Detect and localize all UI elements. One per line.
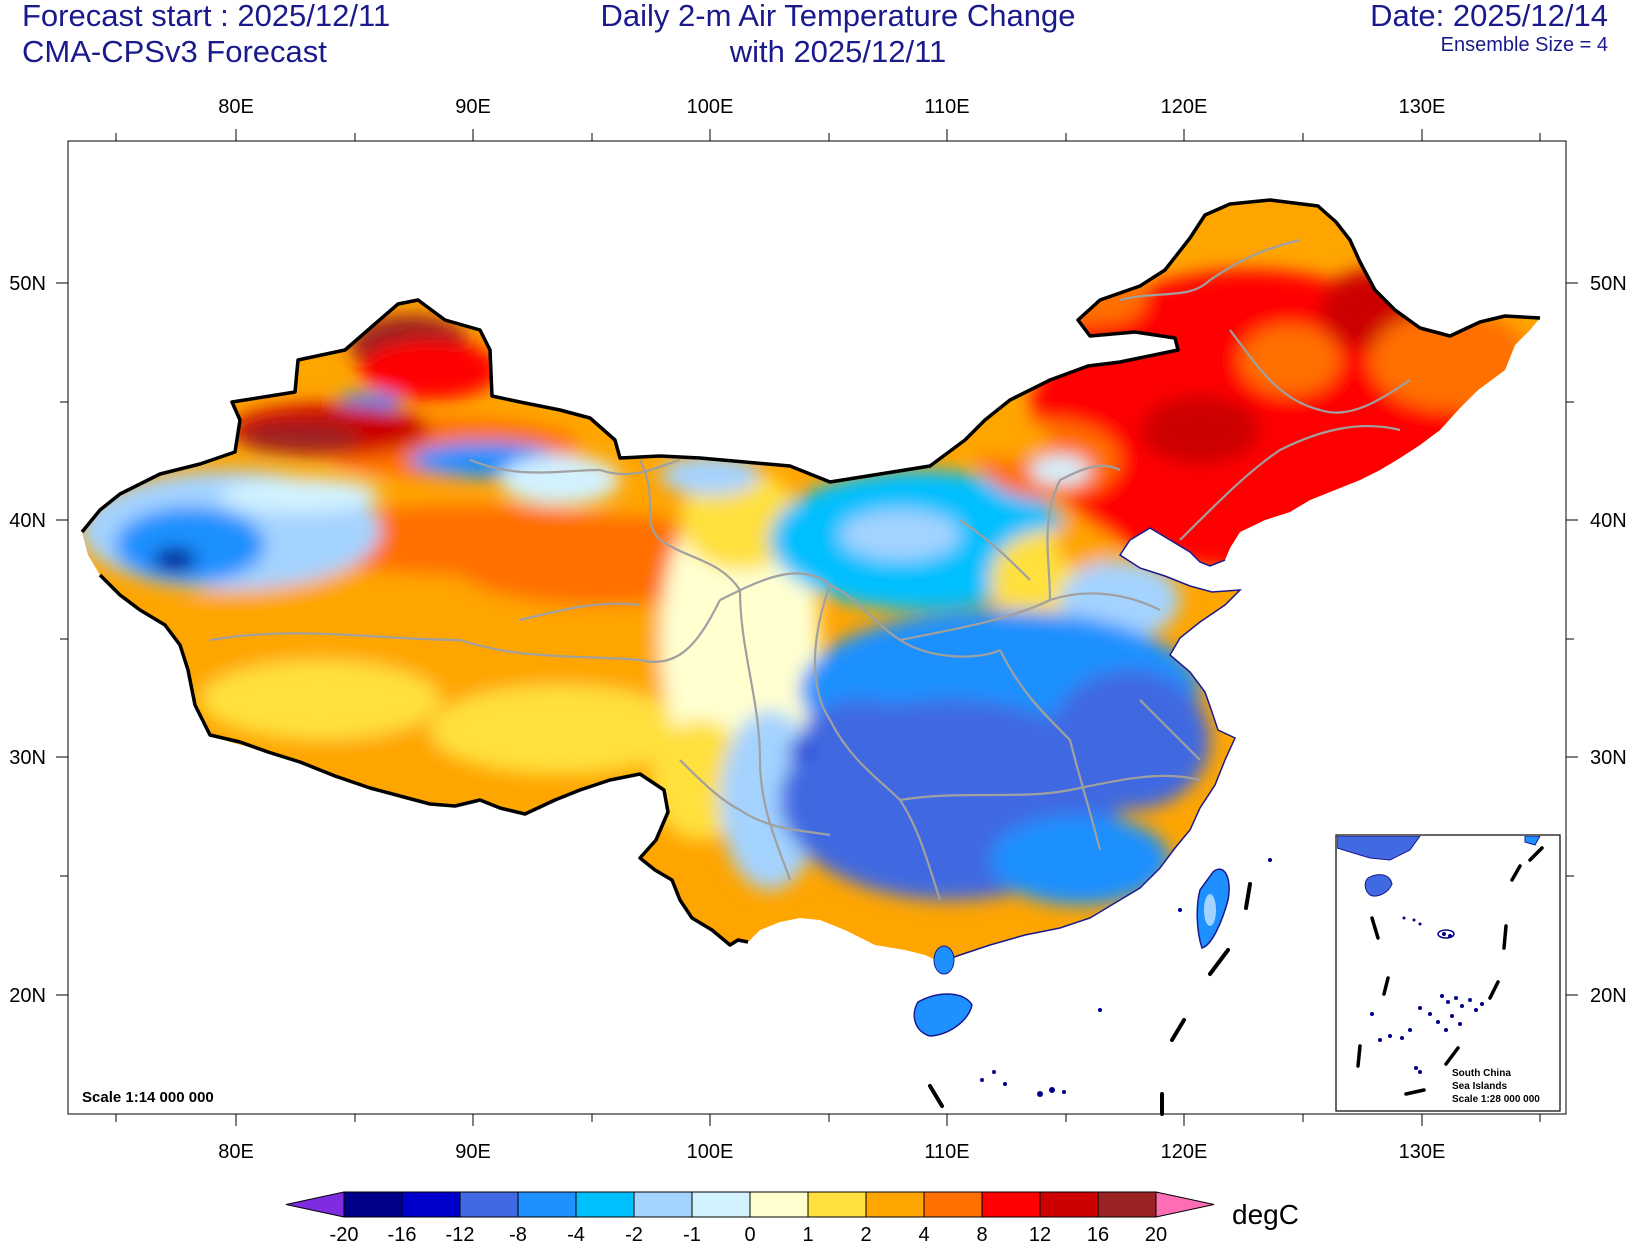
- date-label: Date: 2025/12/14: [1370, 0, 1608, 33]
- lat-label: 30N: [1590, 747, 1627, 769]
- lat-labels-left: 50N 40N 30N 20N: [9, 273, 46, 1007]
- maritime-boundary-dashes: [928, 882, 1252, 1116]
- colorbar-swatch: [1097, 1191, 1157, 1218]
- colorbar-unit-label: degC: [1232, 1199, 1299, 1230]
- colorbar-swatch: [633, 1191, 693, 1218]
- colorbar-tick-label: -16: [388, 1224, 417, 1241]
- south-china-sea-inset: South China Sea Islands Scale 1:28 000 0…: [1335, 834, 1561, 1112]
- colorbar-tick-label: 8: [976, 1224, 987, 1241]
- colorbar-swatch: [575, 1191, 635, 1218]
- lon-label: 110E: [924, 1141, 969, 1163]
- lon-label: 80E: [218, 1141, 254, 1163]
- colorbar: -20 -16 -12 -8 -4 -2 -1 0 1 2 4 8 12 16 20: [285, 1191, 1215, 1241]
- colorbar-tick-label: 2: [860, 1224, 871, 1241]
- colorbar-swatch: [691, 1191, 751, 1218]
- small-islands: [980, 858, 1272, 1097]
- colorbar-tick-label: 16: [1087, 1224, 1109, 1241]
- lat-label: 20N: [1590, 985, 1627, 1007]
- colorbar-tick-label: -1: [683, 1224, 701, 1241]
- province-boundaries: [209, 238, 1411, 901]
- colorbar-swatch: [459, 1191, 519, 1218]
- colorbar-tick-label: -12: [446, 1224, 475, 1241]
- colorbar-swatch: [923, 1191, 983, 1218]
- colorbar-swatch: [401, 1191, 461, 1218]
- coastline: [939, 527, 1242, 963]
- colorbar-swatch: [807, 1191, 867, 1218]
- colorbar-tick-label: 1: [802, 1224, 813, 1241]
- lon-label: 110E: [924, 96, 969, 118]
- inset-label-line2: Sea Islands: [1452, 1081, 1507, 1092]
- lon-label: 120E: [1161, 96, 1208, 118]
- lon-label: 90E: [455, 1141, 491, 1163]
- country-border-west: [98, 573, 241, 744]
- colorbar-tick-label: -8: [509, 1224, 527, 1241]
- colorbar-tick-label: -4: [567, 1224, 585, 1241]
- colorbar-tick-label: 12: [1029, 1224, 1051, 1241]
- lat-label: 20N: [9, 985, 46, 1007]
- colorbar-swatch: [343, 1191, 403, 1218]
- map-title-line2: with 2025/12/11: [729, 34, 947, 69]
- inset-label-line1: South China: [1452, 1068, 1511, 1079]
- lon-label: 130E: [1399, 96, 1446, 118]
- lat-labels-right: 50N 40N 30N 20N: [1590, 273, 1627, 1007]
- lat-label: 50N: [9, 273, 46, 295]
- lon-label: 130E: [1399, 1141, 1446, 1163]
- hainan-island: [913, 993, 973, 1037]
- country-border-south: [239, 740, 749, 947]
- leizhou-peninsula: [933, 945, 955, 975]
- lat-label: 40N: [9, 510, 46, 532]
- colorbar-tick-label: -20: [330, 1224, 359, 1241]
- colorbar-swatch: [1039, 1191, 1099, 1218]
- colorbar-tick-label: 20: [1145, 1224, 1167, 1241]
- lon-labels-top: 80E 90E 100E 110E 120E 130E: [218, 96, 1445, 118]
- map-title-line1: Daily 2-m Air Temperature Change: [600, 0, 1076, 33]
- lon-label: 100E: [687, 1141, 734, 1163]
- colorbar-swatch: [749, 1191, 809, 1218]
- axis-ticks: [56, 129, 1578, 1126]
- colorbar-tick-label: -2: [625, 1224, 643, 1241]
- forecast-start-label: Forecast start : 2025/12/11: [22, 0, 391, 33]
- lon-label: 80E: [218, 96, 254, 118]
- lon-label: 90E: [455, 96, 491, 118]
- inset-scale-label: Scale 1:28 000 000: [1452, 1094, 1540, 1105]
- taiwan-interior: [1204, 894, 1216, 926]
- lat-label: 40N: [1590, 510, 1627, 532]
- colorbar-max-arrow: [1155, 1191, 1215, 1218]
- colorbar-tick-label: 4: [918, 1224, 929, 1241]
- lon-label: 120E: [1161, 1141, 1208, 1163]
- lat-label: 30N: [9, 747, 46, 769]
- map-scale-label: Scale 1:14 000 000: [82, 1089, 214, 1106]
- lat-label: 50N: [1590, 273, 1627, 295]
- colorbar-min-arrow: [285, 1191, 345, 1218]
- model-label: CMA-CPSv3 Forecast: [22, 34, 327, 69]
- colorbar-swatch: [981, 1191, 1041, 1218]
- country-border: [80, 198, 1541, 534]
- colorbar-swatch: [517, 1191, 577, 1218]
- lon-labels-bottom: 80E 90E 100E 110E 120E 130E: [218, 1141, 1445, 1163]
- lon-label: 100E: [687, 96, 734, 118]
- ensemble-size-label: Ensemble Size = 4: [1440, 34, 1608, 56]
- colorbar-tick-label: 0: [744, 1224, 755, 1241]
- colorbar-swatch: [865, 1191, 925, 1218]
